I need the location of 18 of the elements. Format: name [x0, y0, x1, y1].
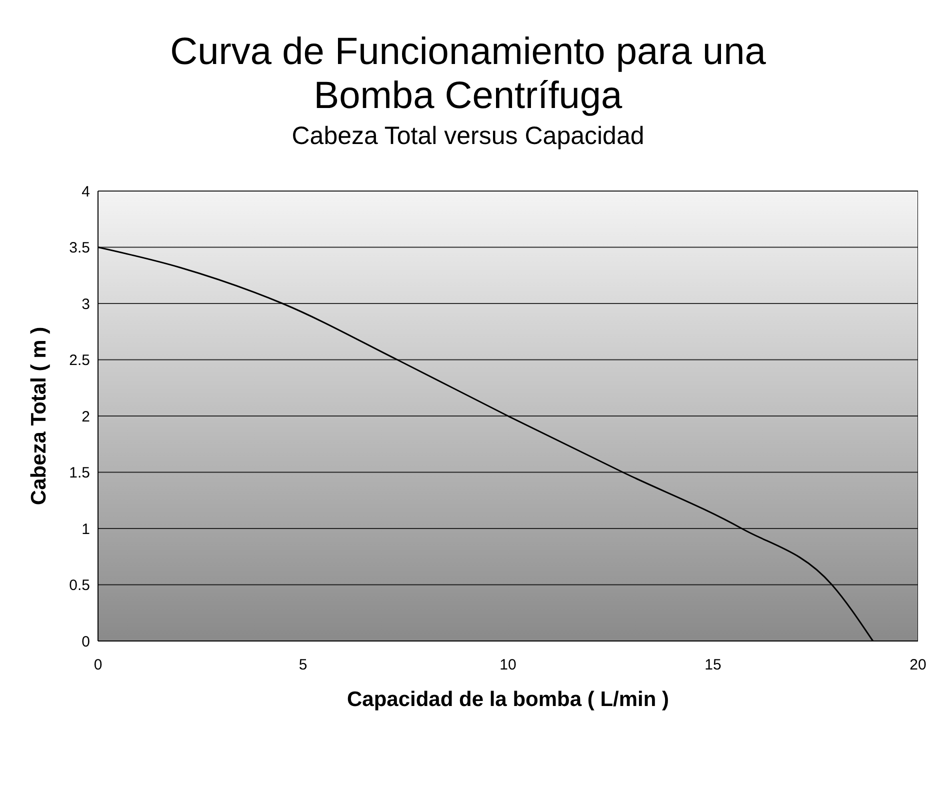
x-tick-label: 10 — [500, 656, 516, 674]
y-tick-label: 2.5 — [69, 352, 90, 370]
chart-subtitle: Cabeza Total versus Capacidad — [290, 122, 646, 151]
x-axis-title: Capacidad de la bomba ( L/min ) — [346, 688, 670, 711]
y-axis-title: Cabeza Total ( m ) — [27, 326, 50, 506]
x-tick-label: 15 — [704, 656, 722, 674]
y-tick-label: 3 — [82, 296, 90, 313]
y-tick-label: 0.5 — [69, 577, 90, 594]
y-tick-label: 0 — [82, 633, 90, 650]
chart-title: Curva de Funcionamiento para una Bomba Centrífuga — [169, 30, 767, 118]
x-tick-label: 20 — [910, 656, 926, 674]
y-tick-label: 2 — [82, 408, 90, 426]
y-tick-label: 3.5 — [69, 240, 90, 257]
x-tick-label: 0 — [94, 656, 102, 674]
x-tick-label: 5 — [298, 656, 308, 674]
y-tick-label: 1 — [82, 520, 90, 538]
y-tick-label: 1.5 — [69, 464, 90, 482]
y-tick-label: 4 — [82, 183, 90, 200]
